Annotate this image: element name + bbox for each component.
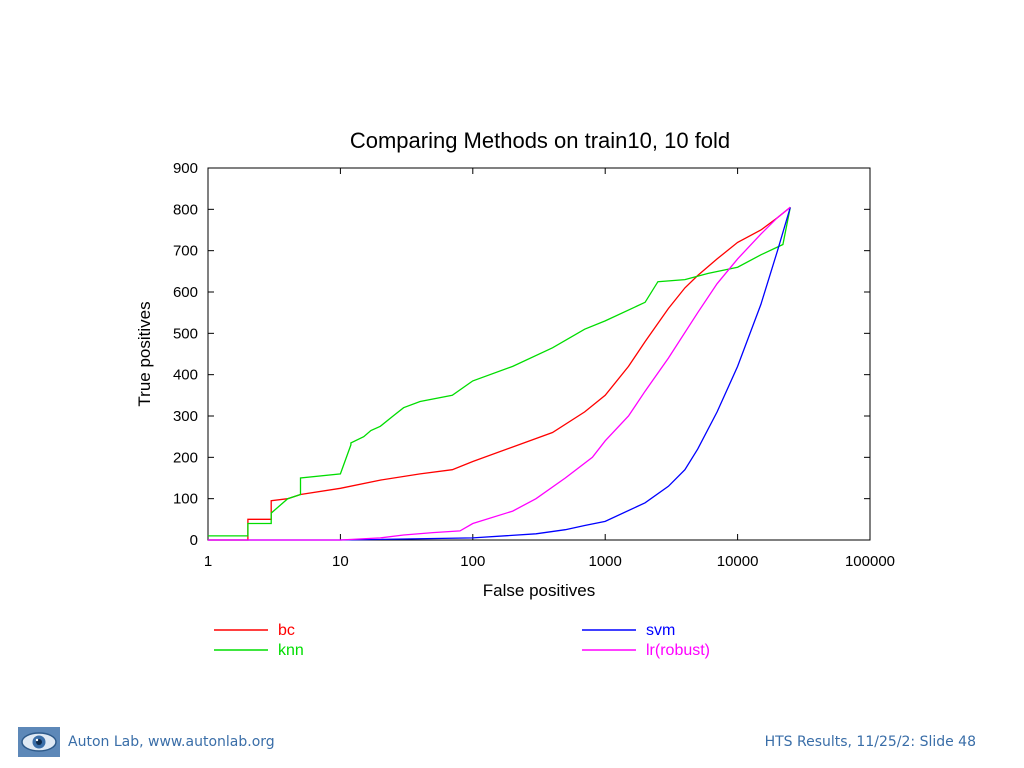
series-lines — [208, 206, 791, 541]
series-line-lr-robust — [208, 206, 791, 541]
chart-title: Comparing Methods on train10, 10 fold — [350, 128, 730, 153]
x-tick-label: 100 — [460, 553, 485, 570]
y-tick-label: 400 — [173, 367, 198, 384]
y-tick-label: 0 — [190, 532, 198, 549]
y-tick-label: 800 — [173, 201, 198, 218]
y-tick-label: 500 — [173, 325, 198, 342]
legend-label: svm — [646, 622, 675, 639]
x-tick-label: 1000 — [589, 553, 622, 570]
y-tick-label: 700 — [173, 243, 198, 260]
legend-label: knn — [278, 642, 304, 659]
legend: bc knn svm lr(robust) — [214, 622, 710, 659]
y-tick-label: 200 — [173, 449, 198, 466]
x-axis: 1 10 100 1000 10000 100000 — [204, 168, 895, 570]
roc-chart: Comparing Methods on train10, 10 fold 01… — [135, 128, 895, 659]
footer-left: Auton Lab, www.autonlab.org — [18, 726, 275, 758]
y-tick-label: 300 — [173, 408, 198, 425]
x-axis-label: False positives — [483, 581, 595, 600]
y-tick-label: 100 — [173, 491, 198, 508]
y-axis: 0 100 200 300 400 500 600 700 800 900 — [173, 160, 870, 549]
footer-right-text: HTS Results, 11/25/2: Slide 48 — [764, 734, 976, 750]
series-line-bc — [208, 206, 791, 541]
y-axis-label: True positives — [135, 301, 154, 406]
y-tick-label: 600 — [173, 284, 198, 301]
plot-frame — [207, 167, 871, 541]
x-tick-label: 10000 — [717, 553, 759, 570]
y-tick-label: 900 — [173, 160, 198, 177]
legend-label: bc — [278, 622, 295, 639]
legend-label: lr(robust) — [646, 642, 710, 659]
series-line-svm — [208, 207, 791, 541]
x-tick-label: 100000 — [845, 553, 895, 570]
x-tick-label: 10 — [332, 553, 349, 570]
series-line-knn — [208, 207, 791, 537]
eye-logo-icon — [18, 727, 60, 757]
footer-left-text: Auton Lab, www.autonlab.org — [68, 734, 275, 750]
x-tick-label: 1 — [204, 553, 212, 570]
